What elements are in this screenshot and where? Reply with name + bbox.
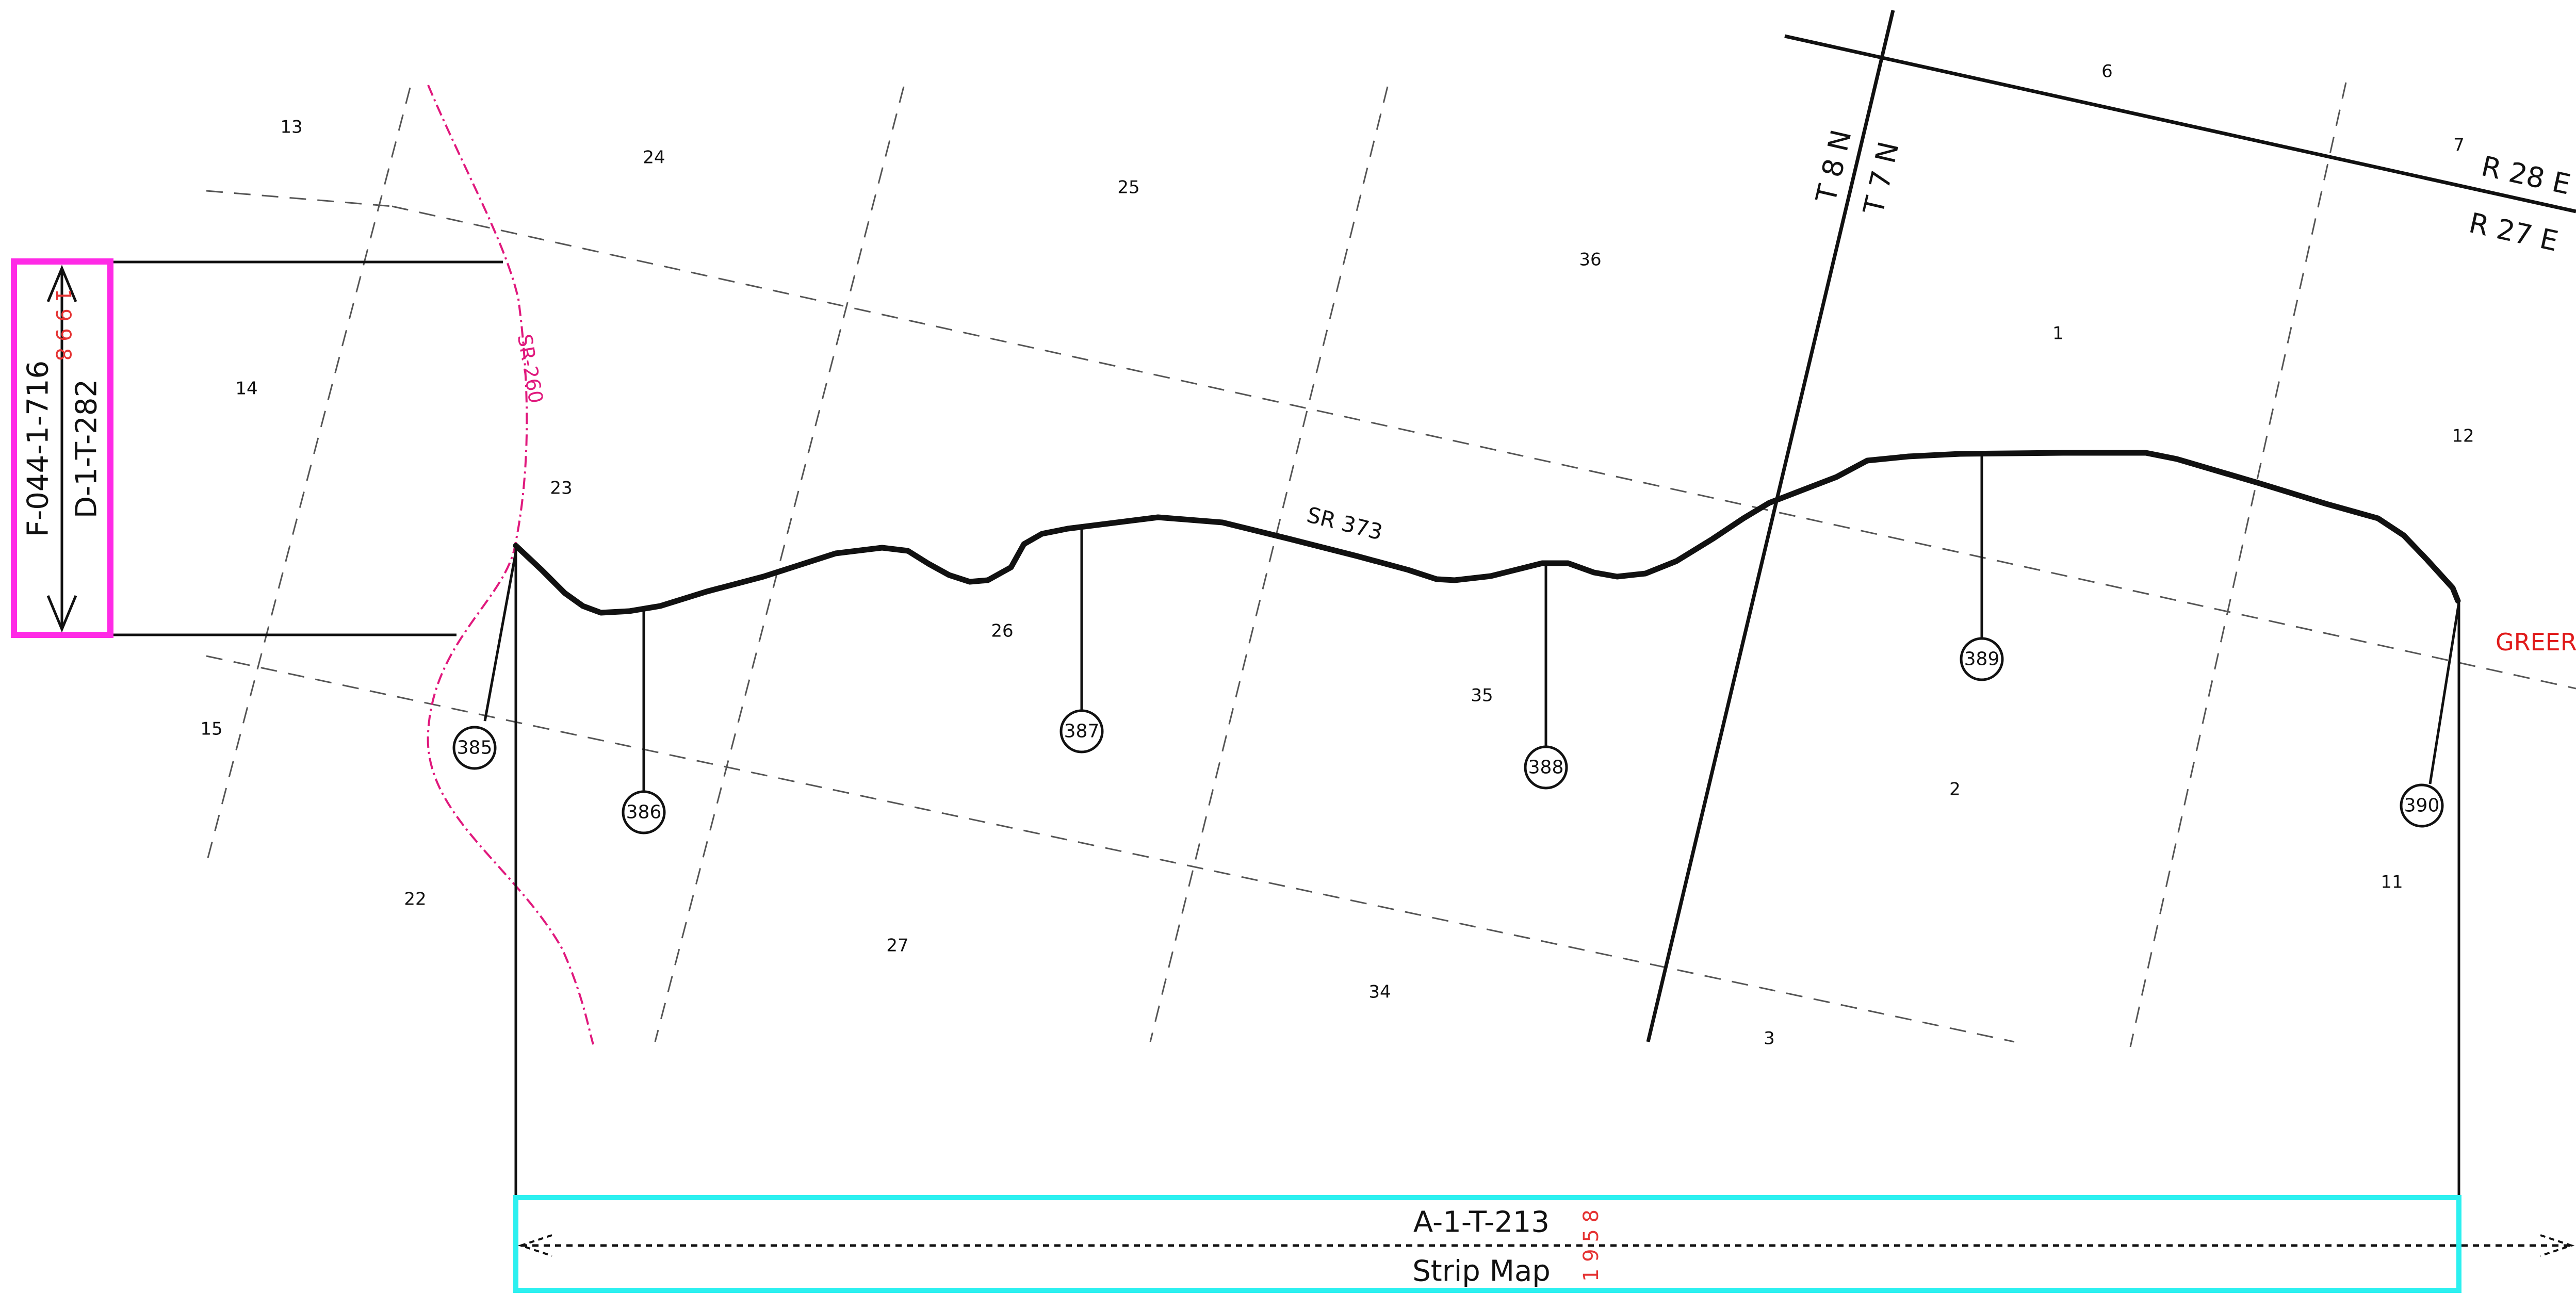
map-reference-box [11,258,113,638]
strip-map-year: 1 9 5 8 [1579,1209,1603,1282]
sr373-road [513,450,2461,616]
milepost-number: 387 [1064,721,1100,742]
section-number: 36 [1579,250,1601,270]
township-line [1646,10,1895,1042]
map-number-primary: F-044-1-716 [22,361,55,537]
section-line [654,86,905,1042]
section-grid [205,82,2576,1047]
milepost-marker: 388 [1524,745,1568,790]
sr260-highway [427,85,594,1045]
range-west-label: R 27 E [2466,206,2561,257]
section-numbers: 13 24 25 36 6 7 1 12 14 23 26 35 2 11 15… [200,61,2474,1049]
section-number: 27 [886,936,908,956]
milepost-number: 388 [1528,757,1564,778]
strip-map-type: Strip Map [1412,1255,1551,1288]
milepost-leader [483,551,517,722]
milepost-marker: 390 [2400,783,2444,828]
section-line [205,87,411,864]
section-line [206,655,2015,1043]
left-year: 1 9 9 8 [51,289,75,361]
section-line [2129,82,2347,1047]
section-number: 1 [2052,323,2064,344]
section-number: 6 [2101,61,2113,82]
section-number: 2 [1949,779,1961,800]
section-number: 12 [2452,426,2474,447]
arrow-head-up [46,265,77,302]
range-line [1784,34,2576,214]
township-south-label: T 7 N [1857,139,1905,218]
section-number: 13 [280,117,302,138]
section-number: 22 [404,889,426,910]
section-number: 25 [1117,177,1139,198]
strip-map-box: A-1-T-213 Strip Map 1 9 5 8 [513,1195,2575,1293]
arrow-head-down [46,595,77,633]
section-number: 3 [1764,1028,1775,1049]
township-boundaries [1646,10,2576,1042]
section-line [392,205,2576,690]
section-number: 35 [1471,685,1493,706]
section-line [206,190,393,207]
section-line [1149,86,1389,1042]
milepost-number: 386 [626,802,662,823]
strip-map-frame [513,1195,2461,1293]
sr260-label: SR-260 [513,333,548,405]
milepost-number: 389 [1964,649,2000,670]
strip-map-number: A-1-T-213 [1413,1206,1550,1239]
milepost-marker: 387 [1059,709,1104,754]
section-number: 7 [2453,135,2465,156]
strip-arrow-head-left [517,1234,552,1257]
map-number-secondary: D-1-T-282 [70,379,104,518]
strip-arrow-head-right [2540,1234,2575,1257]
section-number: 15 [200,719,222,740]
sr373-label: SR 373 [1305,502,1385,545]
milepost-marker: 389 [1960,637,2004,681]
milepost-number: 385 [457,738,493,759]
section-number: 24 [643,148,665,168]
milepost-leaders [483,455,2460,792]
milepost-marker: 386 [622,790,666,834]
milepost-marker: 385 [452,726,497,770]
section-number: 11 [2381,872,2403,893]
milepost-markers: 385 386 387 388 389 390 [452,637,2444,834]
section-number: 14 [235,379,257,399]
left-extension: F-044-1-716 D-1-T-282 1 9 9 8 [11,258,503,638]
milepost-number: 390 [2404,795,2440,816]
milepost-leader [2428,602,2460,784]
section-number: 26 [991,621,1013,642]
section-number: 23 [550,478,572,499]
greer-label: GREER [2496,628,2576,656]
section-number: 34 [1368,982,1391,1003]
